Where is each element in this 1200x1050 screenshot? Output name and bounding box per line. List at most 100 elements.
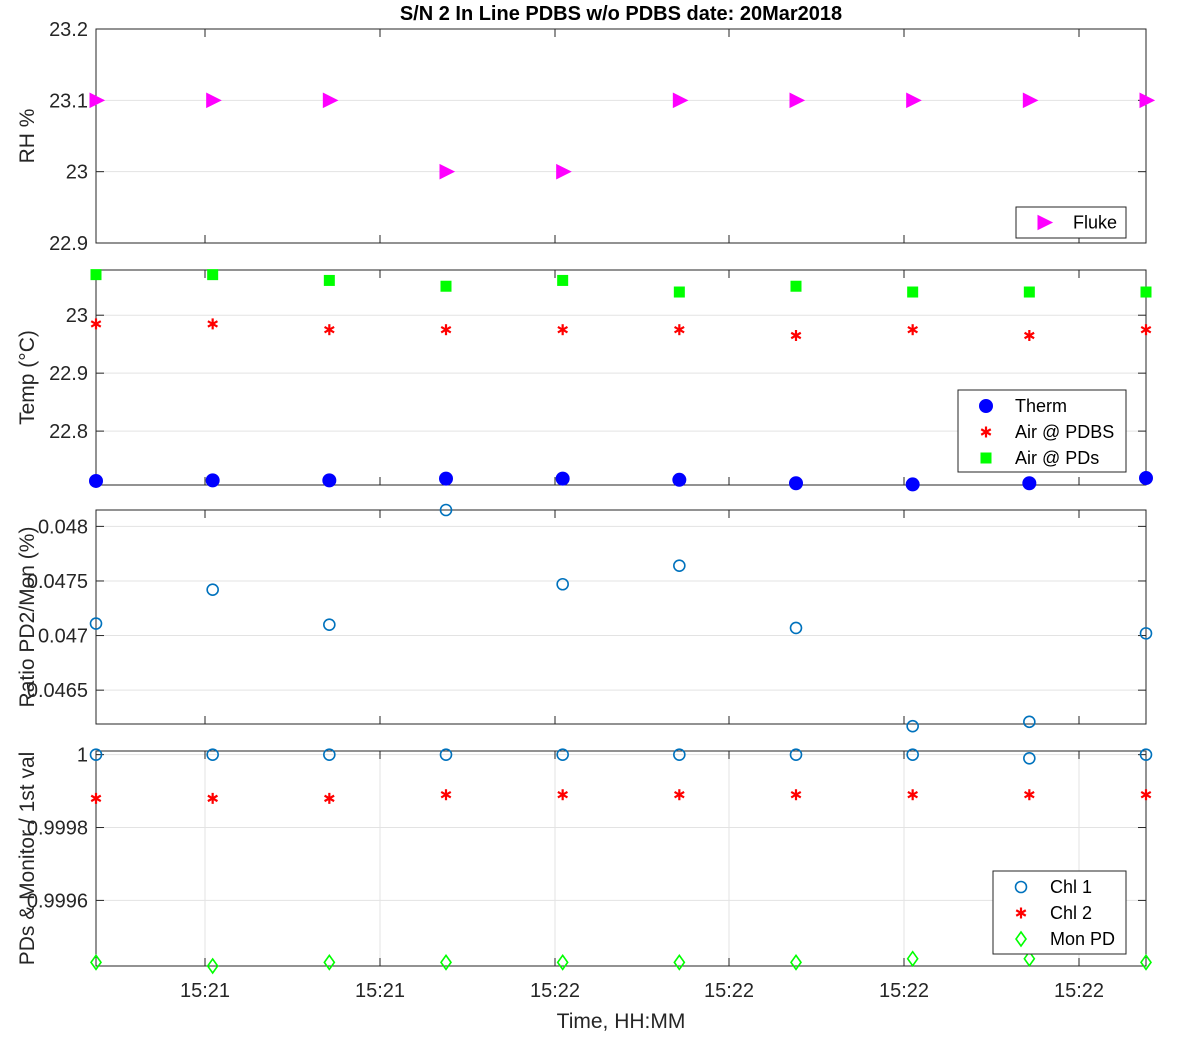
- data-point: [1023, 286, 1035, 298]
- data-point: [674, 789, 685, 801]
- data-point: [439, 163, 456, 180]
- y-tick-label: 0.047: [38, 626, 88, 648]
- axes-box: [95, 509, 1147, 725]
- data-point: [1140, 324, 1152, 336]
- legend-label: Chl 1: [1050, 877, 1092, 897]
- data-point: [90, 318, 102, 330]
- legend-marker: [1037, 214, 1054, 231]
- data-point: [89, 617, 103, 630]
- data-point: [323, 748, 336, 761]
- panels: 22.9 23 23.1 23.2 RH % Fluke 22.8 22.9 23 Temp (°…: [16, 19, 1156, 1002]
- data-point: [672, 472, 687, 487]
- data-point: [206, 92, 222, 109]
- data-point: [789, 621, 803, 635]
- data-point: [906, 92, 922, 109]
- data-point: [1139, 92, 1156, 109]
- data-point: [440, 953, 452, 971]
- data-point: [907, 324, 918, 336]
- x-tick-label: 15:22: [1054, 980, 1104, 1002]
- data-point: [89, 92, 106, 109]
- data-point: [555, 471, 570, 486]
- series-air-pdbs: [90, 318, 1152, 341]
- data-point: [323, 618, 336, 631]
- legend: Fluke: [1015, 206, 1127, 239]
- legend-label: Mon PD: [1050, 929, 1115, 949]
- legend-box: [1015, 206, 1127, 239]
- panel-2: 22.8 22.9 23 Temp (°C) Therm Air @ PDBS Air @ …: [16, 269, 1153, 492]
- y-tick-label: 0.0465: [27, 680, 88, 702]
- data-point: [1139, 748, 1153, 761]
- legend-marker: [980, 452, 992, 464]
- data-point: [1140, 789, 1152, 801]
- data-point: [557, 274, 569, 286]
- data-point: [556, 577, 569, 591]
- y-axis-label: Ratio PD2/Mon (%): [16, 527, 39, 708]
- data-point: [790, 280, 802, 292]
- legend-label: Chl 2: [1050, 903, 1092, 923]
- data-point: [907, 286, 919, 298]
- y-tick-label: 0.9996: [27, 890, 88, 912]
- legend-label: Air @ PDs: [1015, 448, 1099, 468]
- data-point: [90, 269, 102, 281]
- x-axis-label: Time, HH:MM: [557, 1010, 686, 1033]
- data-point: [322, 92, 339, 109]
- data-point: [906, 950, 919, 968]
- data-point: [906, 719, 919, 733]
- data-point: [789, 748, 803, 761]
- axes-box: [95, 269, 1147, 486]
- data-point: [206, 957, 219, 975]
- y-axis-label: RH %: [16, 109, 39, 164]
- data-point: [673, 953, 686, 971]
- y-tick-label: 23: [66, 162, 88, 184]
- chart-title: S/N 2 In Line PDBS w/o PDBS date: 20Mar2…: [400, 3, 842, 25]
- data-point: [207, 792, 218, 804]
- data-point: [789, 476, 803, 491]
- data-point: [206, 748, 219, 761]
- data-point: [790, 329, 802, 341]
- data-point: [207, 269, 219, 281]
- data-point: [556, 953, 569, 971]
- data-point: [440, 280, 452, 292]
- legend-marker: [1014, 880, 1028, 894]
- data-point: [789, 92, 806, 109]
- legend-label: Air @ PDBS: [1015, 422, 1114, 442]
- legend-label: Fluke: [1073, 213, 1117, 233]
- data-point: [1140, 953, 1152, 971]
- x-tick-label: 15:22: [879, 980, 929, 1002]
- series-chl-1: [89, 748, 1153, 765]
- x-tick-label: 15:21: [180, 980, 230, 1002]
- legend-marker: [1015, 907, 1027, 919]
- series-therm: [89, 471, 1153, 492]
- data-point: [672, 92, 689, 109]
- data-point: [674, 324, 685, 336]
- data-point: [440, 324, 452, 336]
- data-point: [323, 274, 335, 286]
- panel-1: 22.9 23 23.1 23.2 RH % Fluke: [16, 19, 1156, 255]
- y-tick-label: 1: [77, 745, 88, 767]
- data-point: [790, 953, 802, 971]
- legend-marker: [979, 399, 993, 413]
- data-point: [790, 789, 802, 801]
- legend-label: Therm: [1015, 396, 1067, 416]
- data-point: [439, 471, 453, 486]
- y-tick-label: 0.048: [38, 516, 88, 538]
- data-point: [673, 748, 686, 761]
- data-point: [206, 583, 219, 597]
- data-point: [557, 789, 568, 801]
- data-point: [89, 473, 103, 488]
- data-point: [556, 748, 569, 761]
- data-point: [205, 473, 220, 488]
- data-point: [673, 286, 685, 298]
- x-tick-label: 15:21: [355, 980, 405, 1002]
- x-tick-label: 15:22: [530, 980, 580, 1002]
- data-point: [1023, 751, 1036, 765]
- data-point: [89, 748, 103, 761]
- series-fluke: [89, 92, 1156, 180]
- data-point: [906, 748, 919, 761]
- data-point: [1022, 476, 1037, 491]
- data-point: [207, 318, 218, 330]
- data-point: [1023, 715, 1036, 729]
- data-point: [557, 324, 568, 336]
